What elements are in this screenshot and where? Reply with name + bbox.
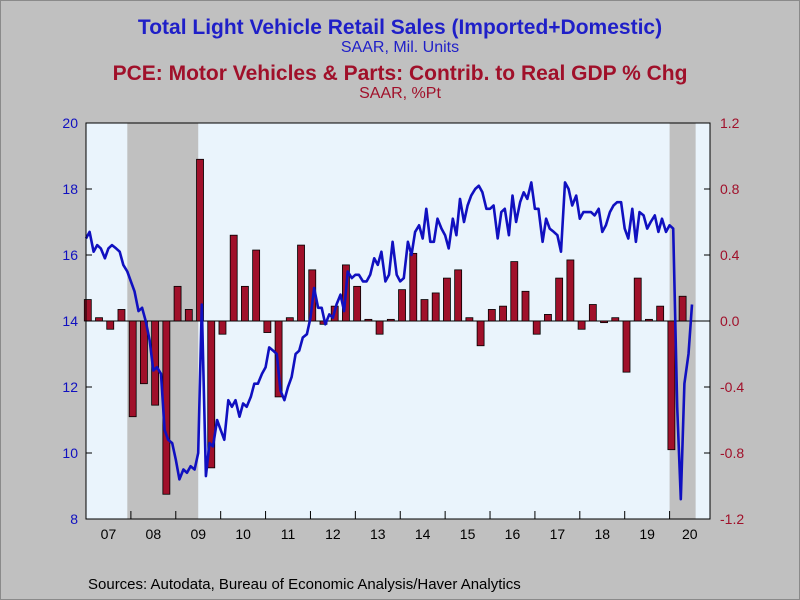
bar (645, 318, 653, 322)
right-tick-label: 1.2 (720, 115, 740, 131)
bar (83, 299, 92, 322)
chart-title-2: PCE: Motor Vehicles & Parts: Contrib. to… (112, 62, 688, 85)
axes: 8 10 12 14 16 18 20 -1.2 -0.8 -0.4 0.0 0.4 0.8 1.2 07 0… (62, 115, 744, 542)
bar (95, 317, 103, 322)
x-tick-label: 17 (550, 526, 566, 542)
x-tick-label: 20 (682, 526, 698, 542)
right-tick-label: 0.4 (720, 247, 740, 263)
bar (364, 318, 373, 322)
right-tick-label: 0.0 (720, 313, 740, 329)
bar (678, 295, 687, 322)
bar (218, 320, 227, 335)
x-tick-label: 11 (281, 526, 296, 542)
left-tick-label: 16 (62, 247, 78, 263)
chart-subtitle-2: SAAR, %Pt (359, 85, 441, 102)
bar (375, 320, 384, 335)
bar (566, 259, 575, 322)
bar (106, 320, 115, 330)
bar (398, 289, 406, 322)
bar (140, 320, 148, 385)
x-tick-label: 12 (325, 526, 341, 542)
bar (285, 317, 294, 322)
source-note: Sources: Autodata, Bureau of Economic An… (88, 576, 521, 593)
bar (499, 305, 507, 322)
right-tick-label: 0.8 (720, 181, 740, 197)
bar (622, 320, 631, 373)
x-tick-label: 10 (235, 526, 251, 542)
bar (409, 252, 418, 322)
left-tick-label: 8 (70, 511, 78, 527)
bar (420, 299, 429, 322)
chart-title: Total Light Vehicle Retail Sales (Import… (137, 16, 663, 39)
bar (476, 320, 485, 347)
right-tick-label: -0.4 (720, 379, 744, 395)
bar (521, 290, 530, 322)
x-tick-label: 16 (505, 526, 521, 542)
bar (431, 292, 440, 322)
bar (263, 320, 272, 333)
x-tick-label: 15 (460, 526, 476, 542)
bar (117, 309, 126, 322)
left-tick-label: 10 (62, 445, 78, 461)
right-tick-label: -1.2 (720, 511, 744, 527)
bar (656, 305, 665, 322)
x-tick-label: 19 (639, 526, 655, 542)
bar (487, 309, 496, 322)
x-tick-label: 08 (146, 526, 162, 542)
x-tick-label: 14 (415, 526, 431, 542)
x-tick-label: 18 (594, 526, 610, 542)
chart-subtitle: SAAR, Mil. Units (340, 39, 460, 56)
bar (386, 318, 395, 322)
bar (252, 249, 261, 322)
left-tick-label: 14 (62, 313, 78, 329)
sales-line (84, 181, 694, 501)
right-tick-label: -0.8 (720, 445, 744, 461)
bar (207, 320, 216, 469)
bar (128, 320, 137, 418)
bar (173, 285, 182, 322)
x-tick-label: 13 (370, 526, 386, 542)
left-tick-label: 12 (62, 379, 78, 395)
bar (465, 317, 474, 322)
bar (588, 304, 597, 322)
left-tick-label: 20 (62, 115, 78, 131)
bar (544, 313, 552, 322)
bar (555, 277, 564, 322)
bar (510, 261, 519, 322)
bar (297, 244, 305, 322)
x-tick-label: 07 (101, 526, 117, 542)
bar (532, 320, 541, 335)
bar (184, 309, 193, 322)
bar (600, 320, 608, 324)
bar (241, 285, 249, 322)
bar (577, 320, 586, 330)
bar (196, 158, 204, 322)
left-tick-label: 18 (62, 181, 78, 197)
bar (667, 320, 676, 451)
x-tick-label: 09 (190, 526, 206, 542)
bar (353, 285, 362, 322)
bar (611, 317, 620, 322)
bar (633, 277, 642, 322)
bar (229, 234, 238, 322)
bar (454, 269, 463, 322)
bar (443, 277, 451, 322)
